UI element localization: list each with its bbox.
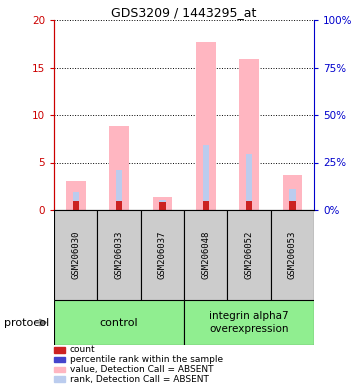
Bar [289, 189, 296, 210]
Text: GSM206052: GSM206052 [245, 231, 253, 279]
Title: GDS3209 / 1443295_at: GDS3209 / 1443295_at [112, 6, 257, 19]
Bar [227, 210, 271, 300]
Text: protocol: protocol [4, 318, 49, 328]
Text: control: control [100, 318, 138, 328]
Text: integrin alpha7
overexpression: integrin alpha7 overexpression [209, 311, 289, 334]
Text: count: count [70, 345, 95, 354]
Bar [116, 170, 122, 210]
Bar [97, 210, 141, 300]
Bar [54, 300, 184, 345]
Bar [66, 180, 86, 210]
Text: GSM206053: GSM206053 [288, 231, 297, 279]
Bar [271, 210, 314, 300]
Bar [109, 126, 129, 210]
Bar [289, 200, 296, 210]
Bar [184, 210, 227, 300]
Bar [54, 210, 97, 300]
Text: value, Detection Call = ABSENT: value, Detection Call = ABSENT [70, 365, 213, 374]
Text: GSM206033: GSM206033 [115, 231, 123, 279]
Bar [239, 59, 259, 210]
Text: rank, Detection Call = ABSENT: rank, Detection Call = ABSENT [70, 375, 209, 384]
Bar [54, 357, 65, 362]
Bar [141, 210, 184, 300]
Text: percentile rank within the sample: percentile rank within the sample [70, 355, 223, 364]
Bar [54, 376, 65, 382]
Bar [246, 154, 252, 210]
Bar [196, 42, 216, 210]
Bar [159, 202, 166, 210]
Bar [246, 202, 252, 210]
Text: GSM206030: GSM206030 [71, 231, 80, 279]
Text: GSM206037: GSM206037 [158, 231, 167, 279]
Bar [54, 367, 65, 372]
Bar [54, 347, 65, 353]
Bar [159, 200, 166, 210]
Bar [153, 197, 172, 210]
Bar [203, 146, 209, 210]
Bar [116, 200, 122, 210]
Bar [184, 300, 314, 345]
Text: GSM206048: GSM206048 [201, 231, 210, 279]
Bar [73, 200, 79, 210]
Bar [73, 192, 79, 210]
Bar [283, 175, 302, 210]
Bar [203, 200, 209, 210]
